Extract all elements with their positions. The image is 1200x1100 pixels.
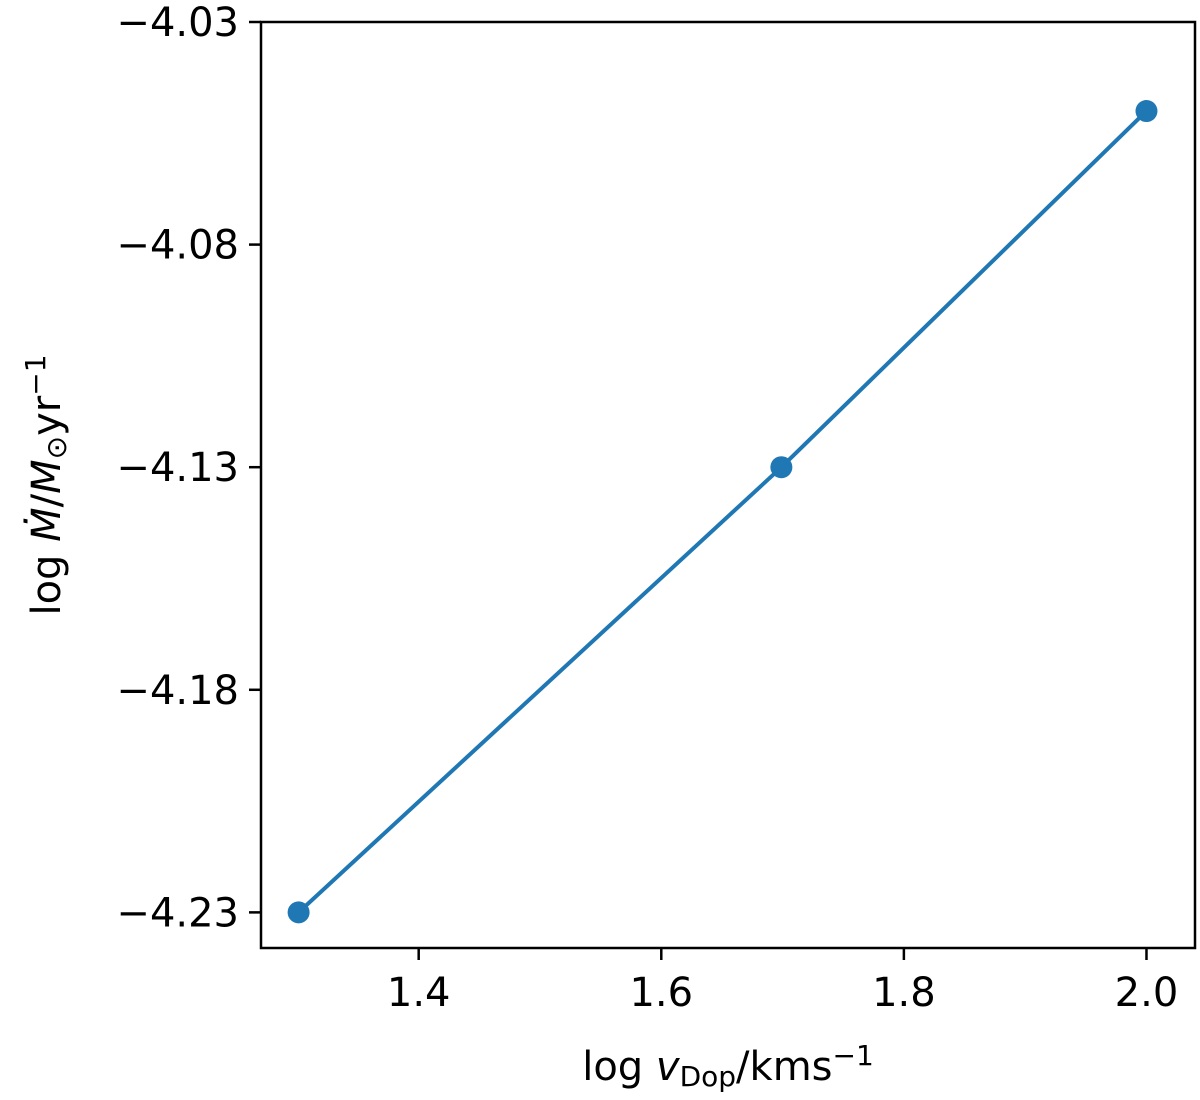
- y-axis-ticks: −4.03 −4.08 −4.13 −4.18 −4.23: [116, 0, 261, 936]
- data-point: [287, 901, 310, 924]
- x-tick-label: 2.0: [1115, 970, 1179, 1016]
- y-tick-label: −4.23: [116, 890, 239, 936]
- x-tick-label: 1.6: [629, 970, 693, 1016]
- y-tick-label: −4.13: [116, 445, 239, 491]
- x-tick-label: 1.8: [872, 970, 936, 1016]
- plot-frame: [259, 20, 1197, 950]
- data-point: [770, 456, 793, 479]
- data-point: [1135, 100, 1158, 123]
- x-axis-label: log vDop/kms−1: [582, 1039, 874, 1094]
- series-line: [297, 109, 1148, 914]
- y-tick-label: −4.08: [116, 223, 239, 269]
- series-layer: [287, 100, 1158, 924]
- x-axis-ticks: 1.4 1.6 1.8 2.0: [387, 948, 1178, 1016]
- y-tick-label: −4.03: [116, 0, 239, 46]
- y-tick-label: −4.18: [116, 668, 239, 714]
- y-axis-label: log Ṁ/M⊙yr−1: [19, 354, 74, 615]
- x-tick-label: 1.4: [387, 970, 451, 1016]
